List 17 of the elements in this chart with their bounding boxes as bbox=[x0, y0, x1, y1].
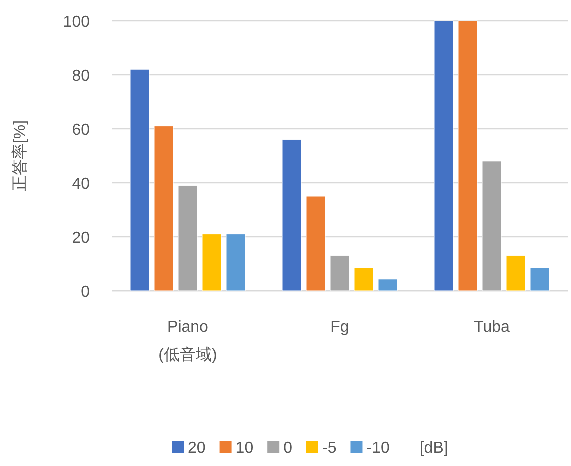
legend-label: -10 bbox=[366, 440, 390, 457]
ytick: 40 bbox=[72, 176, 90, 193]
legend-label: 20 bbox=[188, 440, 206, 457]
xtick: Fg bbox=[330, 319, 350, 336]
ytick: 80 bbox=[72, 68, 90, 85]
xtick: (低音域) bbox=[158, 347, 218, 364]
legend-title: [dB] bbox=[420, 440, 448, 457]
legend-label: 10 bbox=[236, 440, 254, 457]
legend-label: 0 bbox=[284, 440, 292, 457]
ytick: 60 bbox=[72, 122, 90, 139]
xtick: Tuba bbox=[474, 319, 510, 336]
ytick: 100 bbox=[63, 14, 90, 31]
xtick: Piano bbox=[168, 319, 208, 336]
ytick: 20 bbox=[72, 230, 90, 247]
ylabel: 正答率[%] bbox=[12, 120, 29, 192]
legend-label: -5 bbox=[322, 440, 337, 457]
ytick: 0 bbox=[81, 284, 90, 301]
